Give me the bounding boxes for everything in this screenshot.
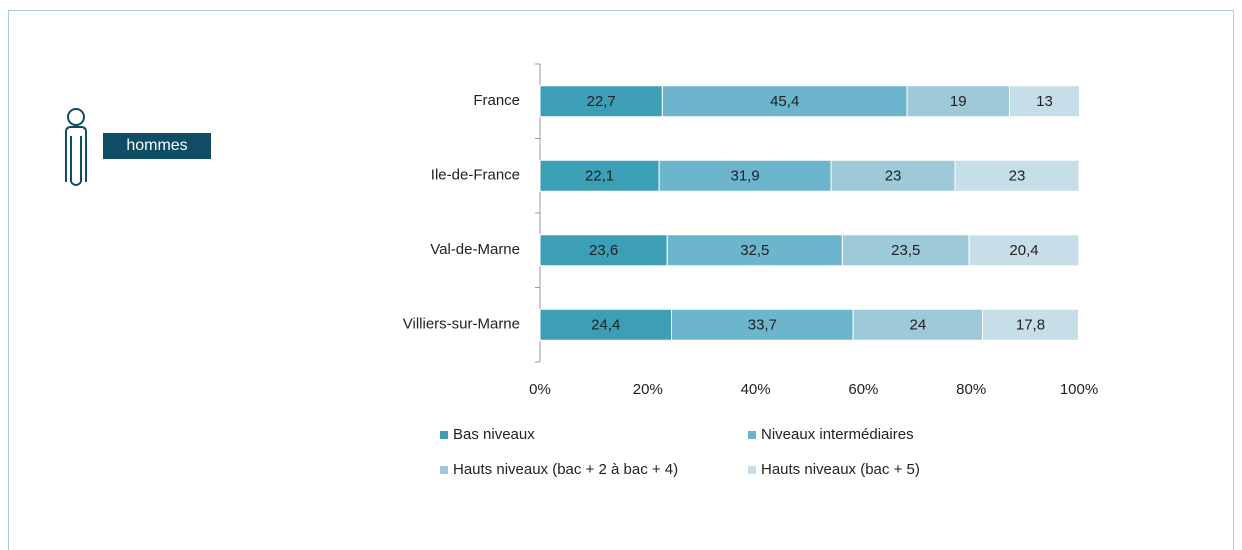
bar-segment: [539, 159, 660, 192]
value-label: 24,4: [591, 317, 620, 334]
legend-label: Hauts niveaux (bac + 5): [761, 461, 920, 478]
value-label: 22,7: [587, 93, 616, 110]
x-tick-label: 60%: [848, 381, 878, 398]
category-label: Villiers-sur-Marne: [403, 316, 520, 333]
value-label: 23,5: [891, 242, 920, 259]
x-tick-label: 40%: [741, 381, 771, 398]
bar-segment: [539, 308, 673, 341]
category-label: France: [473, 92, 520, 109]
value-label: 19: [950, 93, 967, 110]
value-label: 22,1: [585, 168, 614, 185]
legend-swatch: [748, 431, 756, 439]
value-label: 31,9: [730, 168, 759, 185]
value-label: 32,5: [740, 242, 769, 259]
value-label: 23: [885, 168, 902, 185]
legend-label: Bas niveaux: [453, 426, 535, 443]
value-label: 23,6: [589, 242, 618, 259]
bar-segment: [968, 234, 1080, 267]
value-label: 33,7: [748, 317, 777, 334]
bar-segment: [658, 159, 832, 192]
value-label: 45,4: [770, 93, 799, 110]
legend-swatch: [440, 466, 448, 474]
value-label: 17,8: [1016, 317, 1045, 334]
legend-swatch: [748, 466, 756, 474]
value-label: 20,4: [1009, 242, 1038, 259]
value-label: 23: [1009, 168, 1026, 185]
bar-segment: [841, 234, 970, 267]
bar-segment: [954, 159, 1080, 192]
bar-segment: [666, 234, 843, 267]
bar-segment: [982, 308, 1079, 341]
legend-label: Niveaux intermédiaires: [761, 426, 914, 443]
bar-segment: [539, 234, 668, 267]
bar-segment: [852, 308, 984, 341]
person-icon: [65, 108, 87, 186]
value-label: 24: [909, 317, 926, 334]
x-tick-label: 80%: [956, 381, 986, 398]
legend-swatch: [440, 431, 448, 439]
legend-label: Hauts niveaux (bac + 2 à bac + 4): [453, 461, 678, 478]
bar-segment: [661, 85, 908, 118]
badge-label: hommes: [126, 137, 187, 154]
badge: [103, 133, 211, 159]
x-tick-label: 20%: [633, 381, 663, 398]
bar-segment: [1008, 85, 1081, 118]
value-label: 13: [1036, 93, 1053, 110]
category-label: Val-de-Marne: [430, 241, 520, 258]
x-tick-label: 100%: [1060, 381, 1098, 398]
bar-segment: [830, 159, 956, 192]
category-label: Ile-de-France: [431, 167, 520, 184]
bar-segment: [671, 308, 854, 341]
x-tick-label: 0%: [529, 381, 551, 398]
